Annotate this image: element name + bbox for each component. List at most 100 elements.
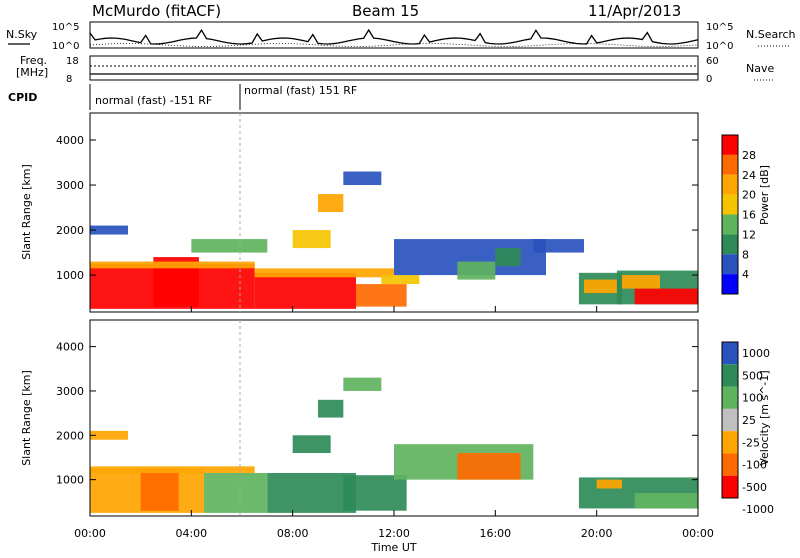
power-colorbar-label: Power [dB] bbox=[758, 165, 771, 225]
power-ylabel: Slant Range [km] bbox=[20, 164, 33, 260]
power-colorbar-tick-2: 20 bbox=[742, 189, 756, 202]
velocity-cell-13 bbox=[634, 492, 698, 509]
cpid-label: CPID bbox=[8, 91, 37, 104]
velocity-ylabel: Slant Range [km] bbox=[20, 370, 33, 466]
velocity-colorbar-swatch-1 bbox=[722, 364, 738, 387]
power-cell-10 bbox=[90, 225, 128, 235]
power-ytick-0: 1000 bbox=[56, 269, 84, 282]
velocity-colorbar-tick-2: 100 bbox=[742, 392, 763, 405]
velocity-ytick-3: 4000 bbox=[56, 341, 84, 354]
time-tick-6: 00:00 bbox=[682, 527, 714, 540]
time-tick-2: 08:00 bbox=[277, 527, 309, 540]
power-colorbar-tick-3: 16 bbox=[742, 209, 756, 222]
power-colorbar-swatch-0 bbox=[722, 135, 738, 155]
velocity-cell-10 bbox=[318, 399, 344, 418]
time-tick-0: 00:00 bbox=[74, 527, 106, 540]
cpid-segment-1: normal (fast) -151 RF bbox=[95, 94, 212, 107]
noise-tick-high-left: 10^5 bbox=[52, 22, 79, 33]
power-cell-11 bbox=[191, 239, 268, 253]
noise-tick-low-left: 10^0 bbox=[52, 41, 79, 52]
velocity-cell-7 bbox=[457, 453, 521, 480]
power-colorbar-tick-0: 28 bbox=[742, 149, 756, 162]
velocity-colorbar-swatch-3 bbox=[722, 408, 738, 432]
power-colorbar: 28 24 20 16 12 8 4 bbox=[721, 134, 756, 295]
power-cell-3 bbox=[356, 284, 407, 307]
power-colorbar-tick-6: 4 bbox=[742, 268, 749, 281]
velocity-colorbar: 1000 500 100 25 -25 -100 -500 -1000 bbox=[721, 341, 774, 516]
time-tick-1: 04:00 bbox=[175, 527, 207, 540]
power-cell-18 bbox=[634, 288, 698, 305]
nave-label: Nave bbox=[746, 62, 774, 75]
velocity-ytick-2: 3000 bbox=[56, 385, 84, 398]
velocity-cell-2 bbox=[204, 472, 268, 513]
velocity-ytick-0: 1000 bbox=[56, 474, 84, 487]
velocity-cell-3 bbox=[267, 472, 356, 513]
power-cell-5 bbox=[254, 268, 394, 278]
power-cell-6 bbox=[381, 275, 420, 285]
velocity-cell-8 bbox=[90, 430, 128, 440]
power-colorbar-tick-5: 8 bbox=[742, 248, 749, 261]
velocity-colorbar-swatch-6 bbox=[722, 475, 738, 498]
nave-tick-high: 60 bbox=[706, 56, 719, 67]
power-colorbar-tick-1: 24 bbox=[742, 169, 756, 182]
noise-tick-high-right: 10^5 bbox=[706, 22, 733, 33]
power-colorbar-swatch-3 bbox=[722, 194, 738, 215]
power-ytick-1: 2000 bbox=[56, 224, 84, 237]
power-cell-2 bbox=[254, 272, 356, 309]
power-colorbar-swatch-1 bbox=[722, 154, 738, 175]
velocity-cell-1 bbox=[140, 468, 179, 511]
velocity-colorbar-label: Velocity [m s^-1] bbox=[758, 370, 771, 465]
velocity-colorbar-tick-0: 1000 bbox=[742, 347, 770, 360]
velocity-cell-5 bbox=[90, 466, 255, 473]
power-colorbar-tick-4: 12 bbox=[742, 228, 756, 241]
velocity-ytick-1: 2000 bbox=[56, 429, 84, 442]
velocity-colorbar-tick-7: -1000 bbox=[742, 503, 774, 516]
velocity-colorbar-tick-3: 25 bbox=[742, 414, 756, 427]
power-colorbar-swatch-7 bbox=[722, 274, 738, 294]
velocity-colorbar-tick-4: -25 bbox=[742, 436, 760, 449]
power-yaxis: 1000 2000 3000 4000 bbox=[56, 134, 699, 312]
velocity-cell-4 bbox=[343, 475, 407, 511]
velocity-cell-9 bbox=[292, 435, 331, 454]
power-colorbar-swatch-5 bbox=[722, 234, 738, 255]
noise-tick-low-right: 10^0 bbox=[706, 41, 733, 52]
time-axis: 00:00 04:00 08:00 12:00 16:00 20:00 00:00 bbox=[74, 527, 714, 540]
power-cell-14 bbox=[343, 171, 382, 186]
power-cell-4 bbox=[90, 261, 255, 269]
velocity-colorbar-swatch-5 bbox=[722, 453, 738, 476]
nsky-trace bbox=[89, 28, 699, 45]
power-colorbar-swatch-2 bbox=[722, 174, 738, 195]
time-tick-5: 20:00 bbox=[581, 527, 613, 540]
nsearch-trace bbox=[89, 43, 699, 47]
power-cell-20 bbox=[533, 239, 584, 253]
power-cell-8 bbox=[457, 261, 496, 280]
date-title: 11/Apr/2013 bbox=[588, 2, 681, 20]
nave-tick-low: 0 bbox=[706, 74, 712, 85]
power-colorbar-swatch-4 bbox=[722, 214, 738, 235]
freq-label: Freq. bbox=[20, 54, 47, 67]
nsky-label: N.Sky bbox=[6, 28, 38, 41]
power-cell-12 bbox=[292, 230, 331, 249]
velocity-colorbar-tick-5: -100 bbox=[742, 459, 767, 472]
velocity-colorbar-swatch-0 bbox=[722, 342, 738, 365]
power-colorbar-frame bbox=[721, 134, 739, 295]
freq-unit-label: [MHz] bbox=[16, 66, 48, 79]
velocity-colorbar-swatch-4 bbox=[722, 431, 738, 454]
nsearch-label: N.Search bbox=[746, 28, 796, 41]
power-cell-16 bbox=[584, 279, 617, 294]
velocity-colorbar-frame bbox=[721, 341, 739, 499]
power-colorbar-swatch-6 bbox=[722, 254, 738, 275]
freq-tick-low: 8 bbox=[66, 74, 72, 85]
station-title: McMurdo (fitACF) bbox=[92, 2, 221, 20]
freq-panel-frame bbox=[89, 55, 699, 81]
velocity-cell-11 bbox=[343, 377, 382, 391]
velocity-colorbar-tick-1: 500 bbox=[742, 369, 763, 382]
noise-panel-frame bbox=[89, 21, 699, 49]
freq-tick-high: 18 bbox=[66, 56, 79, 67]
power-cell-19 bbox=[622, 275, 660, 289]
power-ytick-3: 4000 bbox=[56, 134, 84, 147]
power-heatmap-cells bbox=[90, 171, 698, 309]
beam-title: Beam 15 bbox=[352, 2, 419, 20]
cpid-segment-2: normal (fast) 151 RF bbox=[244, 84, 357, 97]
